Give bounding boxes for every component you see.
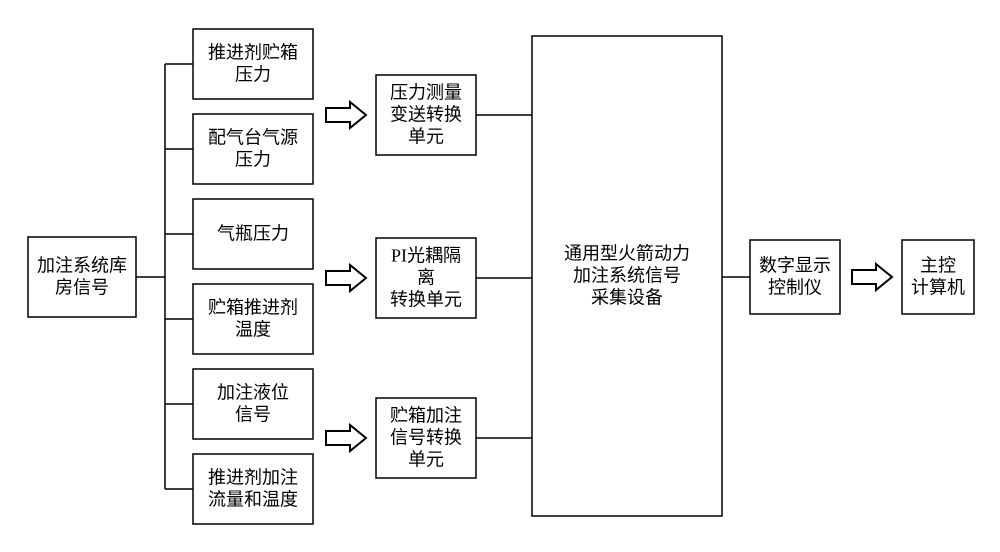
box-collector-label-2: 采集设备 bbox=[591, 288, 663, 308]
box-col2-1-label-1: 压力 bbox=[235, 150, 271, 170]
box-source-label-1: 房信号 bbox=[55, 278, 109, 298]
box-source-label-0: 加注系统库 bbox=[37, 256, 127, 276]
box-col3-1-label-2: 转换单元 bbox=[390, 290, 462, 310]
arrow-3 bbox=[852, 264, 892, 290]
box-display-label-1: 控制仪 bbox=[768, 278, 822, 298]
arrow-2 bbox=[326, 425, 366, 451]
box-col3-0-label-2: 单元 bbox=[408, 127, 444, 147]
box-col2-3-label-0: 贮箱推进剂 bbox=[208, 298, 298, 318]
box-col3-2-label-0: 贮箱加注 bbox=[390, 406, 462, 426]
box-col2-2-label-0: 气瓶压力 bbox=[217, 224, 289, 244]
box-collector-label-1: 加注系统信号 bbox=[573, 266, 681, 286]
box-col2-3-label-1: 温度 bbox=[235, 320, 271, 340]
box-col2-1-label-0: 配气台气源 bbox=[208, 128, 298, 148]
arrow-0 bbox=[326, 102, 366, 128]
box-col2-0-label-1: 压力 bbox=[235, 65, 271, 85]
box-col3-0-label-1: 变送转换 bbox=[390, 105, 462, 125]
box-collector-label-0: 通用型火箭动力 bbox=[564, 244, 690, 264]
box-main-label-1: 计算机 bbox=[911, 278, 965, 298]
box-col3-2-label-1: 信号转换 bbox=[390, 428, 462, 448]
arrow-1 bbox=[326, 265, 366, 291]
box-col3-1-label-1: 离 bbox=[417, 268, 435, 288]
box-col3-2-label-2: 单元 bbox=[408, 450, 444, 470]
box-col2-4-label-1: 信号 bbox=[235, 405, 271, 425]
box-col2-5-label-1: 流量和温度 bbox=[208, 490, 298, 510]
box-col2-5-label-0: 推进剂加注 bbox=[208, 468, 298, 488]
box-display-label-0: 数字显示 bbox=[759, 256, 831, 276]
box-col3-0-label-0: 压力测量 bbox=[390, 83, 462, 103]
box-main-label-0: 主控 bbox=[920, 256, 956, 276]
box-col3-1-label-0: PI光耦隔 bbox=[391, 246, 461, 266]
box-col2-4-label-0: 加注液位 bbox=[217, 383, 289, 403]
box-col2-0-label-0: 推进剂贮箱 bbox=[208, 43, 298, 63]
